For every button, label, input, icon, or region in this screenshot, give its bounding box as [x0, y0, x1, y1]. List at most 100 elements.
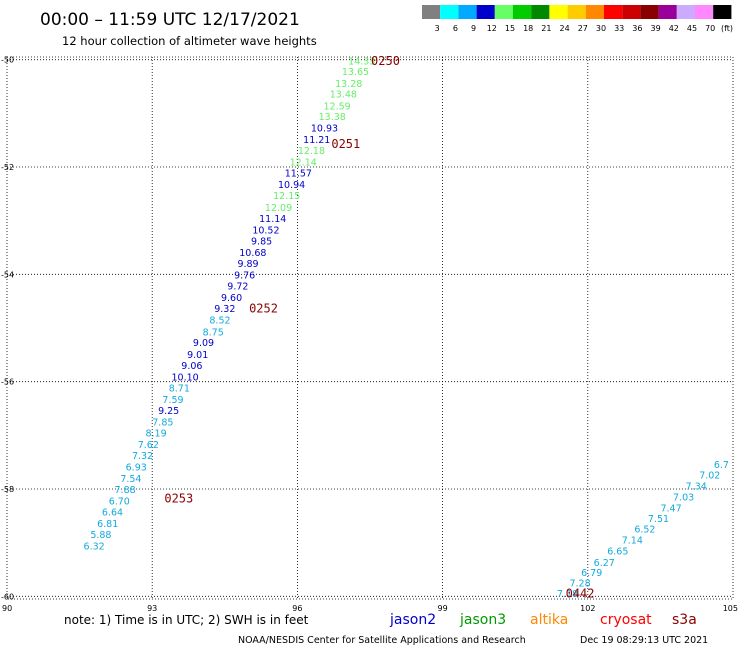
wave-height-value: 14.33 [348, 56, 375, 67]
wave-height-value: 7.51 [648, 514, 669, 525]
legend-label: 3 [435, 24, 440, 33]
wave-height-value: 7.14 [622, 535, 643, 546]
legend-swatch [422, 5, 441, 19]
wave-height-value: 6.32 [84, 541, 105, 552]
x-tick-label: 105 [723, 604, 738, 613]
wave-height-value: 10.52 [252, 225, 279, 236]
wave-height-value: 9.60 [221, 293, 242, 304]
wave-height-value: 7.47 [660, 503, 681, 514]
legend-label: 70 [705, 24, 715, 33]
wave-height-value: 7.18 [557, 589, 578, 600]
legend-swatch [695, 5, 714, 19]
y-tick-label: -56 [1, 378, 14, 387]
satellite-legend-jason3: jason3 [459, 612, 506, 628]
wave-height-value: 6.64 [102, 508, 123, 519]
wave-height-value: 13.38 [319, 112, 346, 123]
legend-label: 12 [487, 24, 497, 33]
wave-height-value: 7.32 [132, 451, 153, 462]
legend-label: 30 [596, 24, 606, 33]
wave-height-value: 11.57 [285, 168, 312, 179]
wave-height-value: 12.18 [298, 146, 325, 157]
legend-swatch [476, 5, 495, 19]
legend-label: 27 [578, 24, 588, 33]
wave-height-value: 11.21 [303, 135, 330, 146]
wave-height-value: 7.03 [673, 493, 694, 504]
wave-height-value: 7.54 [120, 474, 141, 485]
pass-time-label: 0251 [331, 137, 360, 151]
wave-height-value: 13.28 [335, 79, 362, 90]
footer-timestamp: Dec 19 08:29:13 UTC 2021 [580, 635, 708, 646]
x-tick-label: 90 [2, 604, 12, 613]
legend-label: 6 [453, 24, 458, 33]
wave-height-value: 6.79 [581, 568, 602, 579]
wave-height-value: 6.52 [634, 525, 655, 536]
satellite-legend: jason2 jason3 altika cryosat s3a [389, 612, 697, 628]
legend-swatch [440, 5, 459, 19]
wave-height-value: 5.88 [90, 530, 111, 541]
legend-label: 15 [505, 24, 515, 33]
legend-swatch [713, 5, 732, 19]
legend-label: 24 [560, 24, 570, 33]
pass-time-label: 0252 [249, 302, 278, 316]
wave-height-value: 7.34 [686, 481, 707, 492]
wave-height-value: 10.94 [278, 180, 305, 191]
axis-tick-labels: 90 93 96 99 102 105 -50 -52 -54 -56 -58 -60 [1, 56, 738, 613]
y-tick-label: -58 [1, 485, 14, 494]
wave-height-value: 9.89 [237, 259, 258, 270]
wave-height-value: 6.27 [594, 558, 615, 569]
x-tick-label: 93 [147, 604, 157, 613]
chart-subtitle: 12 hour collection of altimeter wave hei… [62, 34, 317, 48]
wave-height-value: 7.88 [115, 485, 136, 496]
legend-label: 9 [471, 24, 476, 33]
wave-height-value: 6.81 [97, 519, 118, 530]
wave-height-value: 7.02 [699, 471, 720, 482]
wave-height-value: 8.75 [203, 327, 224, 338]
x-tick-label: 99 [438, 604, 448, 613]
wave-height-value: 9.32 [214, 304, 235, 315]
wave-height-value: 9.76 [234, 270, 255, 281]
wave-height-value: 11.14 [259, 214, 286, 225]
legend-swatch [458, 5, 477, 19]
legend-unit: (ft) [721, 24, 733, 33]
legend-label: 36 [632, 24, 642, 33]
wave-height-value: 10.93 [311, 123, 338, 134]
legend-label: 39 [651, 24, 661, 33]
legend-label: 45 [687, 24, 697, 33]
legend-label: 33 [614, 24, 624, 33]
wave-height-value: 6.7 [714, 460, 729, 471]
wave-height-value: 9.06 [181, 361, 202, 372]
wave-height-value: 8.19 [145, 429, 166, 440]
footer-credit: NOAA/NESDIS Center for Satellite Applica… [238, 635, 526, 646]
legend-swatch [676, 5, 695, 19]
pass-time-labels: 0250 0251 0252 0253 0442 [164, 54, 594, 601]
wave-height-value: 6.70 [109, 496, 130, 507]
legend-swatch [640, 5, 659, 19]
chart-title: 00:00 – 11:59 UTC 12/17/2021 [40, 10, 300, 30]
legend-label: 18 [523, 24, 533, 33]
wave-height-value: 10.10 [172, 372, 199, 383]
y-tick-label: -60 [1, 592, 14, 601]
legend-swatch [604, 5, 623, 19]
wave-height-value: 13.65 [342, 67, 369, 78]
wave-height-value: 7.59 [162, 395, 183, 406]
wave-height-value: 10.68 [239, 248, 266, 259]
wave-height-value: 12.59 [323, 101, 350, 112]
wave-height-value: 12.15 [273, 191, 300, 202]
wave-height-value: 9.72 [227, 282, 248, 293]
gridlines [7, 57, 733, 599]
wave-height-value: 7.85 [152, 417, 173, 428]
wave-height-value: 9.01 [187, 350, 208, 361]
y-tick-label: -50 [1, 56, 14, 65]
x-tick-label: 96 [292, 604, 302, 613]
wave-height-value: 13.48 [330, 90, 357, 101]
wave-height-value: 9.09 [193, 338, 214, 349]
legend-swatch [585, 5, 604, 19]
y-tick-label: -52 [1, 163, 14, 172]
satellite-legend-jason2: jason2 [389, 612, 436, 628]
wave-height-points: 14.3313.6513.2813.4812.5913.3810.9311.21… [84, 56, 729, 600]
wave-height-value: 6.93 [126, 462, 147, 473]
pass-time-label: 0253 [164, 492, 193, 506]
plot-frame [6, 56, 734, 600]
wave-height-value: 8.71 [169, 384, 190, 395]
